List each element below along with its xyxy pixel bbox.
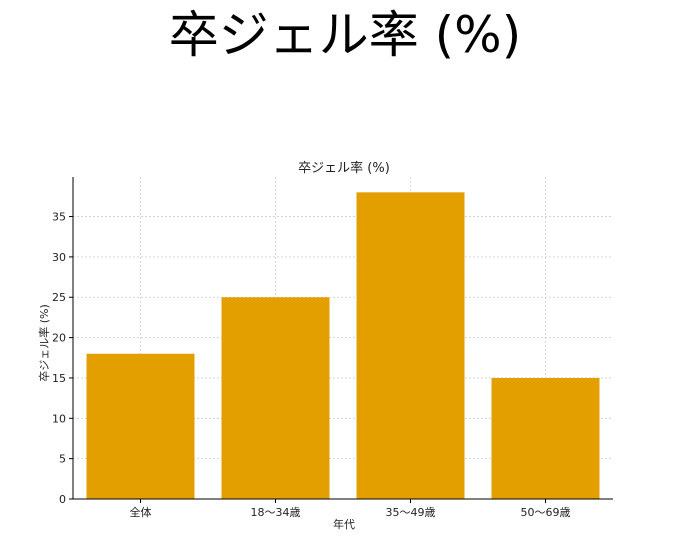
bar [221, 297, 330, 499]
y-tick-label: 10 [52, 412, 66, 425]
y-tick-label: 5 [59, 453, 66, 466]
x-tick-label: 18〜34歳 [251, 506, 301, 519]
y-tick-label: 20 [52, 332, 66, 345]
y-ticks: 0 5 10 15 20 25 30 35 [52, 211, 73, 506]
x-ticks: 全体 18〜34歳 35〜49歳 50〜69歳 [130, 499, 571, 519]
bar [491, 377, 600, 499]
y-axis-label: 卒ジェル率 (%) [37, 304, 51, 382]
y-tick-label: 25 [52, 291, 66, 304]
y-tick-label: 30 [52, 251, 66, 264]
bar [356, 192, 465, 500]
bars [86, 192, 600, 500]
bar-chart: 卒ジェル率 (%) 0 5 10 15 20 25 30 35 全体 18〜34歳 35〜49歳 5… [0, 145, 690, 540]
x-axis-label: 年代 [333, 517, 355, 531]
chart-title: 卒ジェル率 (%) [298, 160, 390, 176]
x-tick-label: 35〜49歳 [386, 506, 436, 519]
page-title: 卒ジェル率 (%) [168, 6, 522, 64]
y-tick-label: 0 [59, 493, 66, 506]
x-tick-label: 全体 [130, 505, 152, 519]
y-tick-label: 15 [52, 372, 66, 385]
x-tick-label: 50〜69歳 [521, 506, 571, 519]
chart-svg: 卒ジェル率 (%) 0 5 10 15 20 25 30 35 全体 18〜34歳 35〜49歳 5… [37, 160, 613, 531]
bar [86, 353, 195, 499]
y-tick-label: 35 [52, 211, 66, 224]
